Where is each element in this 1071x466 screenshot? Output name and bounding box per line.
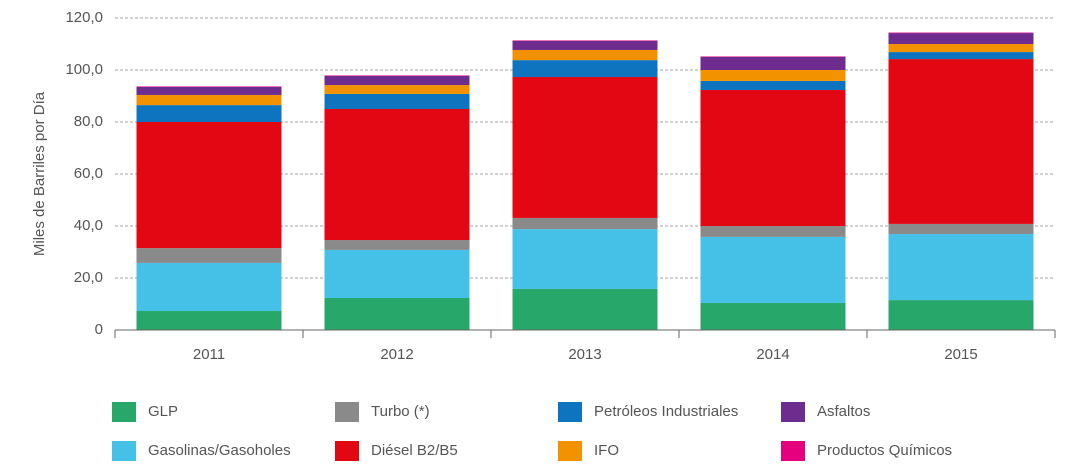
bar-segment [324,249,470,299]
bar-segment [324,298,470,330]
legend-label: Productos Químicos [817,442,952,459]
legend-swatch [781,441,805,461]
legend-swatch [112,402,136,422]
bar-segment [136,105,282,122]
bar-segment [512,288,658,330]
bar-segment [888,300,1034,330]
legend-swatch [112,441,136,461]
y-tick-label: 120,0 [65,9,103,26]
bar-segment [136,248,282,263]
bar-segment [512,229,658,289]
bar-segment [512,77,658,218]
bar-segment [888,52,1034,60]
bar-segment [136,86,282,95]
bar-segment [512,40,658,50]
bar-segment [136,311,282,330]
bar-segment [324,109,470,241]
y-axis-label: Miles de Barriles por Día [31,91,48,256]
bar-segment [700,302,846,330]
y-tick-label: 20,0 [74,269,103,286]
legend-label: Gasolinas/Gasoholes [148,442,291,459]
bar-segment [136,94,282,106]
legend-label: Diésel B2/B5 [371,442,458,459]
x-tick-label: 2015 [944,346,977,363]
bar-segment [888,44,1034,53]
x-tick-label: 2011 [193,346,225,363]
bar-segment [136,86,282,87]
bar-segment [700,90,846,227]
bar-segment [324,240,470,250]
x-tick-label: 2013 [568,346,601,363]
bar-segment [700,226,846,237]
legend-swatch [335,402,359,422]
legend-label: Asfaltos [817,403,870,420]
y-tick-label: 40,0 [74,217,103,234]
bar-segment [512,40,658,41]
bar-segment [512,49,658,61]
y-tick-label: 100,0 [65,61,103,78]
legend-swatch [558,441,582,461]
bar-segment [888,32,1034,34]
bar-segment [512,217,658,230]
bar-segment [700,70,846,81]
bar-segment [700,236,846,303]
bar-segment [324,75,470,86]
x-tick-label: 2014 [756,346,789,363]
y-tick-label: 80,0 [74,113,103,130]
y-tick-label: 0 [95,321,103,338]
bar-segment [888,59,1034,224]
bar-segment [324,85,470,94]
x-tick-label: 2012 [380,346,413,363]
bar-segment [512,60,658,78]
bar-segment [700,80,846,91]
y-tick-label: 60,0 [74,165,103,182]
bar-segment [888,223,1034,235]
bar-segment [324,75,470,76]
bar-segment [888,33,1034,44]
legend-label: Petróleos Industriales [594,403,738,420]
bar-segment [888,234,1034,301]
legend-swatch [558,402,582,422]
bar-segment [136,262,282,312]
legend-label: IFO [594,442,619,459]
legend-label: Turbo (*) [371,403,430,420]
bar-segment [136,122,282,249]
legend-swatch [335,441,359,461]
legend-label: GLP [148,403,178,420]
bar-segment [700,56,846,57]
bar-segment [700,57,846,70]
legend-swatch [781,402,805,422]
bar-segment [324,93,470,109]
